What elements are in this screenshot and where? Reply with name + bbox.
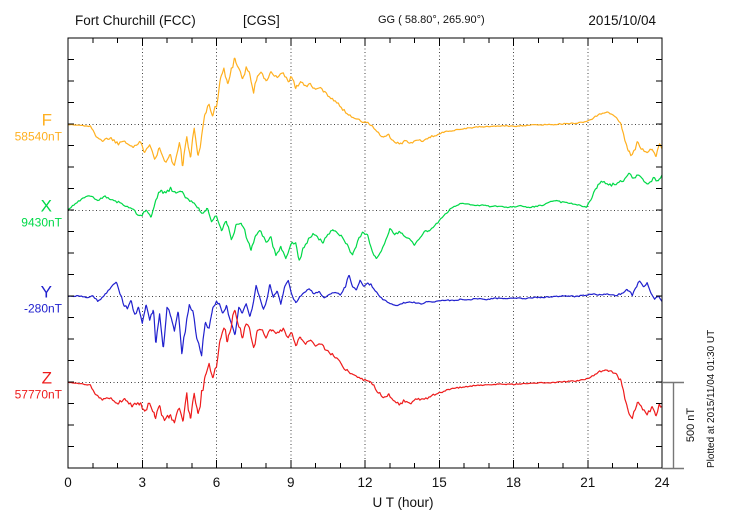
trace-Y: [67, 274, 663, 357]
series-letter-X: X: [41, 197, 52, 216]
date-label: 2015/10/04: [588, 13, 656, 28]
plot-frame: [67, 37, 663, 469]
x-tick-label: 21: [580, 475, 595, 490]
x-tick-label: 12: [357, 475, 372, 490]
x-axis-label: U T (hour): [372, 495, 433, 510]
x-tick-label: 9: [287, 475, 295, 490]
series-value-F: 58540nT: [15, 130, 63, 144]
grid-layer: [68, 38, 662, 468]
trace-Z: [67, 309, 663, 424]
x-tick-label: 0: [64, 475, 72, 490]
station-title: Fort Churchill (FCC): [75, 13, 196, 28]
trace-layer: [67, 57, 663, 424]
series-letter-Z: Z: [42, 369, 52, 388]
x-tick-label: 24: [654, 475, 670, 490]
series-letter-Y: Y: [41, 283, 52, 302]
series-value-Z: 57770nT: [15, 388, 63, 402]
x-tick-label: 15: [432, 475, 447, 490]
x-tick-label: 3: [138, 475, 146, 490]
trace-X: [67, 172, 663, 261]
gg-coordinates-label: GG ( 58.80°, 265.90°): [378, 14, 485, 26]
tick-layer: [68, 38, 662, 468]
trace-F: [67, 57, 663, 167]
plotted-note: Plotted at 2015/11/04 01:30 UT: [706, 330, 717, 468]
coordinate-system-label: [CGS]: [243, 13, 280, 28]
x-tick-label: 18: [506, 475, 521, 490]
series-value-X: 9430nT: [21, 216, 62, 230]
series-value-Y: -280nT: [24, 302, 63, 316]
scale-bar-label: 500 nT: [685, 408, 697, 443]
series-letter-F: F: [42, 111, 52, 130]
amplitude-scale-bar: [662, 381, 684, 470]
x-tick-label: 6: [213, 475, 221, 490]
